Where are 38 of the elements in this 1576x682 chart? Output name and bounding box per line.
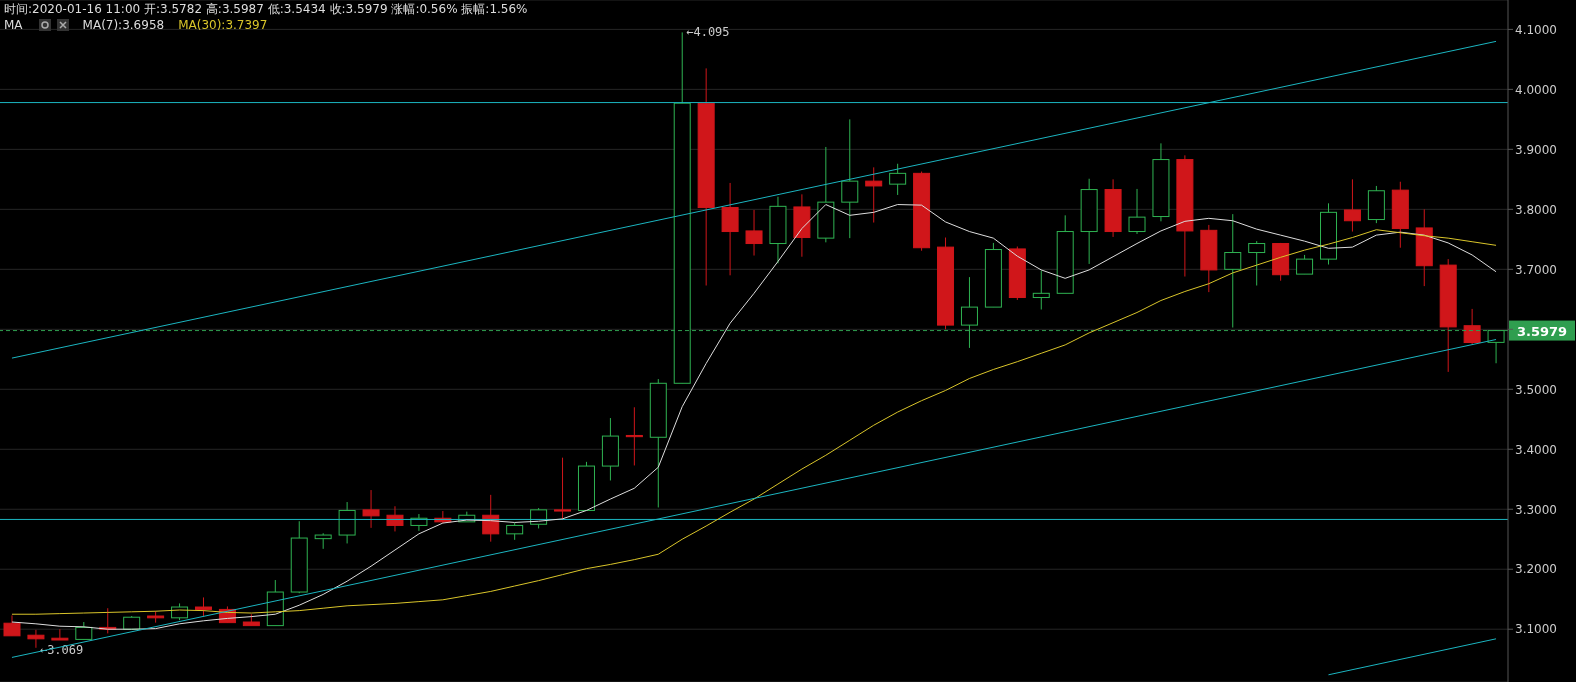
y-tick-label: 4.0000: [1515, 82, 1557, 97]
text: MA(7):3.6958: [82, 18, 165, 32]
ref-line-label: 3.5979: [1516, 323, 1568, 339]
candlestick: [1487, 329, 1505, 364]
y-tick-label: 3.1000: [1515, 622, 1557, 637]
candlestick: [1128, 188, 1146, 235]
y-tick-label: 3.7000: [1515, 262, 1557, 277]
candlestick: [1224, 213, 1242, 328]
candlestick: [554, 457, 572, 521]
candlestick: [1296, 254, 1314, 275]
candlestick: [3, 614, 21, 637]
candlestick: [841, 118, 859, 239]
candlestick: [386, 505, 404, 532]
candlestick: [960, 276, 978, 349]
y-tick-label: 3.2000: [1515, 562, 1557, 577]
candlestick: [865, 166, 883, 224]
legend-title: MA: [4, 18, 23, 32]
candlestick: [889, 163, 907, 196]
annotation: ←4.095: [686, 25, 730, 40]
candlestick: [625, 406, 643, 466]
candlestick: [1032, 270, 1050, 311]
y-tick-label: 3.9000: [1515, 142, 1557, 157]
candlestick: [745, 209, 763, 257]
annotation: ←3.069: [39, 642, 84, 657]
candlestick: [194, 596, 212, 618]
candlestick: [721, 182, 739, 276]
y-tick-label: 3.5000: [1515, 382, 1557, 397]
text: MA(30):3.7397: [178, 18, 268, 32]
candlestick: [1343, 178, 1361, 233]
candlestick: [1248, 240, 1266, 287]
y-tick-label: 3.4000: [1515, 442, 1557, 457]
candlestick: [51, 628, 69, 641]
chart-title: 时间:2020-01-16 11:00 开:3.5782 高:3.5987 低:3.5434 收:3.5979 涨幅:0.56% 振幅:1.56%: [4, 1, 528, 18]
candlestick: [362, 489, 380, 529]
y-tick-label: 3.8000: [1515, 202, 1557, 217]
y-tick-label: 4.1000: [1515, 22, 1557, 37]
candlestick: [1463, 308, 1481, 345]
y-tick-label: 3.3000: [1515, 502, 1557, 517]
